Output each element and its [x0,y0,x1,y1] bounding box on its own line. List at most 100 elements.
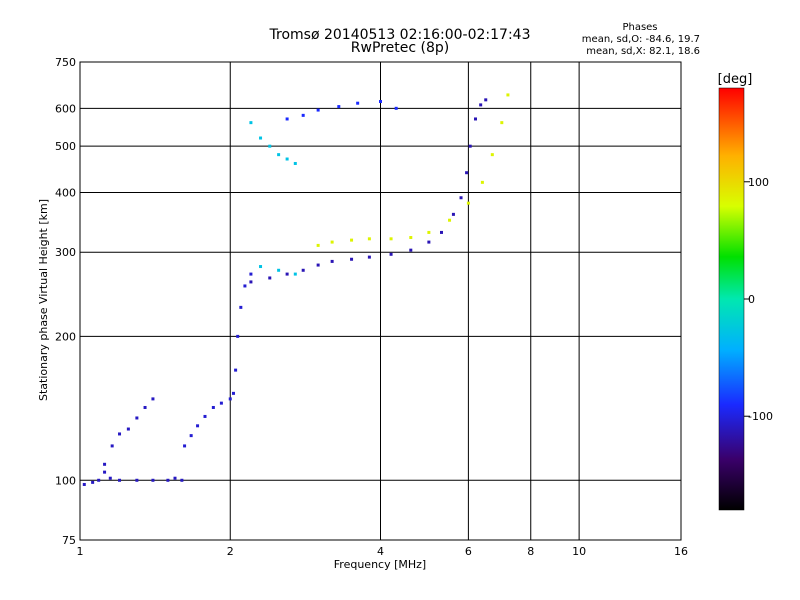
data-point [316,263,320,267]
y-tick-label: 300 [55,246,76,259]
grid-lines [80,62,681,540]
data-point [389,252,393,256]
data-point [166,478,170,482]
x-tick-label: 6 [465,545,472,558]
data-point [285,272,289,276]
data-point [367,255,371,259]
data-point [473,117,477,121]
data-point [459,196,463,200]
data-point [448,218,452,222]
x-tick-label: 1 [77,545,84,558]
x-axis-label: Frequency [MHz] [334,558,426,571]
data-point [356,101,360,105]
x-tick-label: 8 [527,545,534,558]
colorbar-label: [deg] [718,72,753,87]
data-point [180,478,184,482]
data-point [249,280,253,284]
data-point [409,236,413,240]
data-point [110,444,114,448]
data-point [285,117,289,121]
y-axis-ticks: 75 100 200 300 400 500 600 750 [55,56,76,547]
data-point [394,106,398,110]
data-point [500,121,504,125]
data-point [427,240,431,244]
y-tick-label: 600 [55,102,76,115]
data-point [173,476,177,480]
y-axis-label: Stationary phase Virtual Height [km] [37,199,50,401]
data-point [259,265,263,269]
data-point [465,171,469,175]
data-point [239,305,243,309]
data-point [301,113,305,117]
data-point [285,157,289,161]
data-point [243,284,247,288]
data-point [350,257,354,261]
data-point [337,105,341,109]
data-point [409,248,413,252]
x-axis-ticks: 1 2 4 6 8 10 16 [77,545,689,558]
data-point [97,478,101,482]
data-point [219,401,223,405]
data-point [231,391,235,395]
x-tick-label: 2 [227,545,234,558]
data-point [427,230,431,234]
data-point [330,240,334,244]
x-tick-label: 10 [572,545,586,558]
data-point [183,444,187,448]
data-point [135,478,139,482]
data-point [293,161,297,165]
phase-statistics: Phases mean, sd,O: -84.6, 19.7 mean, sd,… [560,22,700,58]
x-tick-label: 16 [674,545,688,558]
data-point [350,238,354,242]
data-point [440,230,444,234]
data-point [259,136,263,140]
data-point [277,268,281,272]
data-point [135,416,139,420]
y-tick-label: 400 [55,186,76,199]
data-point [189,434,193,438]
data-point [103,462,107,466]
data-point [490,153,494,157]
data-point [277,153,281,157]
data-point [479,103,483,107]
colorbar-tick-label: -100 [748,410,773,423]
data-point [203,414,207,418]
data-point [316,108,320,112]
data-point [466,201,470,205]
colorbar-tick-label: 100 [748,176,769,189]
y-tick-label: 500 [55,140,76,153]
data-point [211,405,215,409]
data-point [143,405,147,409]
data-point [228,397,232,401]
data-point [330,259,334,263]
data-point [293,272,297,276]
chart-title: Tromsø 20140513 02:16:00-02:17:43 [269,27,531,43]
colorbar-ticks: 100 0 -100 [744,176,773,423]
data-point [91,480,95,484]
data-point [379,100,382,104]
phase-heading: Phases [622,22,658,33]
colorbar-tick-label: 0 [748,293,755,306]
data-point [451,212,455,216]
data-point [118,432,122,436]
data-point [249,121,253,125]
phase-colorbar [718,87,745,511]
x-tick-label: 4 [377,545,384,558]
data-point [234,368,238,372]
data-point [268,144,272,148]
data-point [249,272,253,276]
data-point [82,482,86,486]
data-point [480,180,484,184]
data-point [389,237,393,241]
data-point [484,98,488,102]
data-point [118,478,122,482]
data-point [151,478,155,482]
data-points [82,93,510,486]
data-point [268,276,272,280]
data-point [301,268,305,272]
y-tick-label: 200 [55,330,76,343]
plot-frame [79,61,682,541]
data-point [367,237,371,241]
data-point [316,243,320,247]
